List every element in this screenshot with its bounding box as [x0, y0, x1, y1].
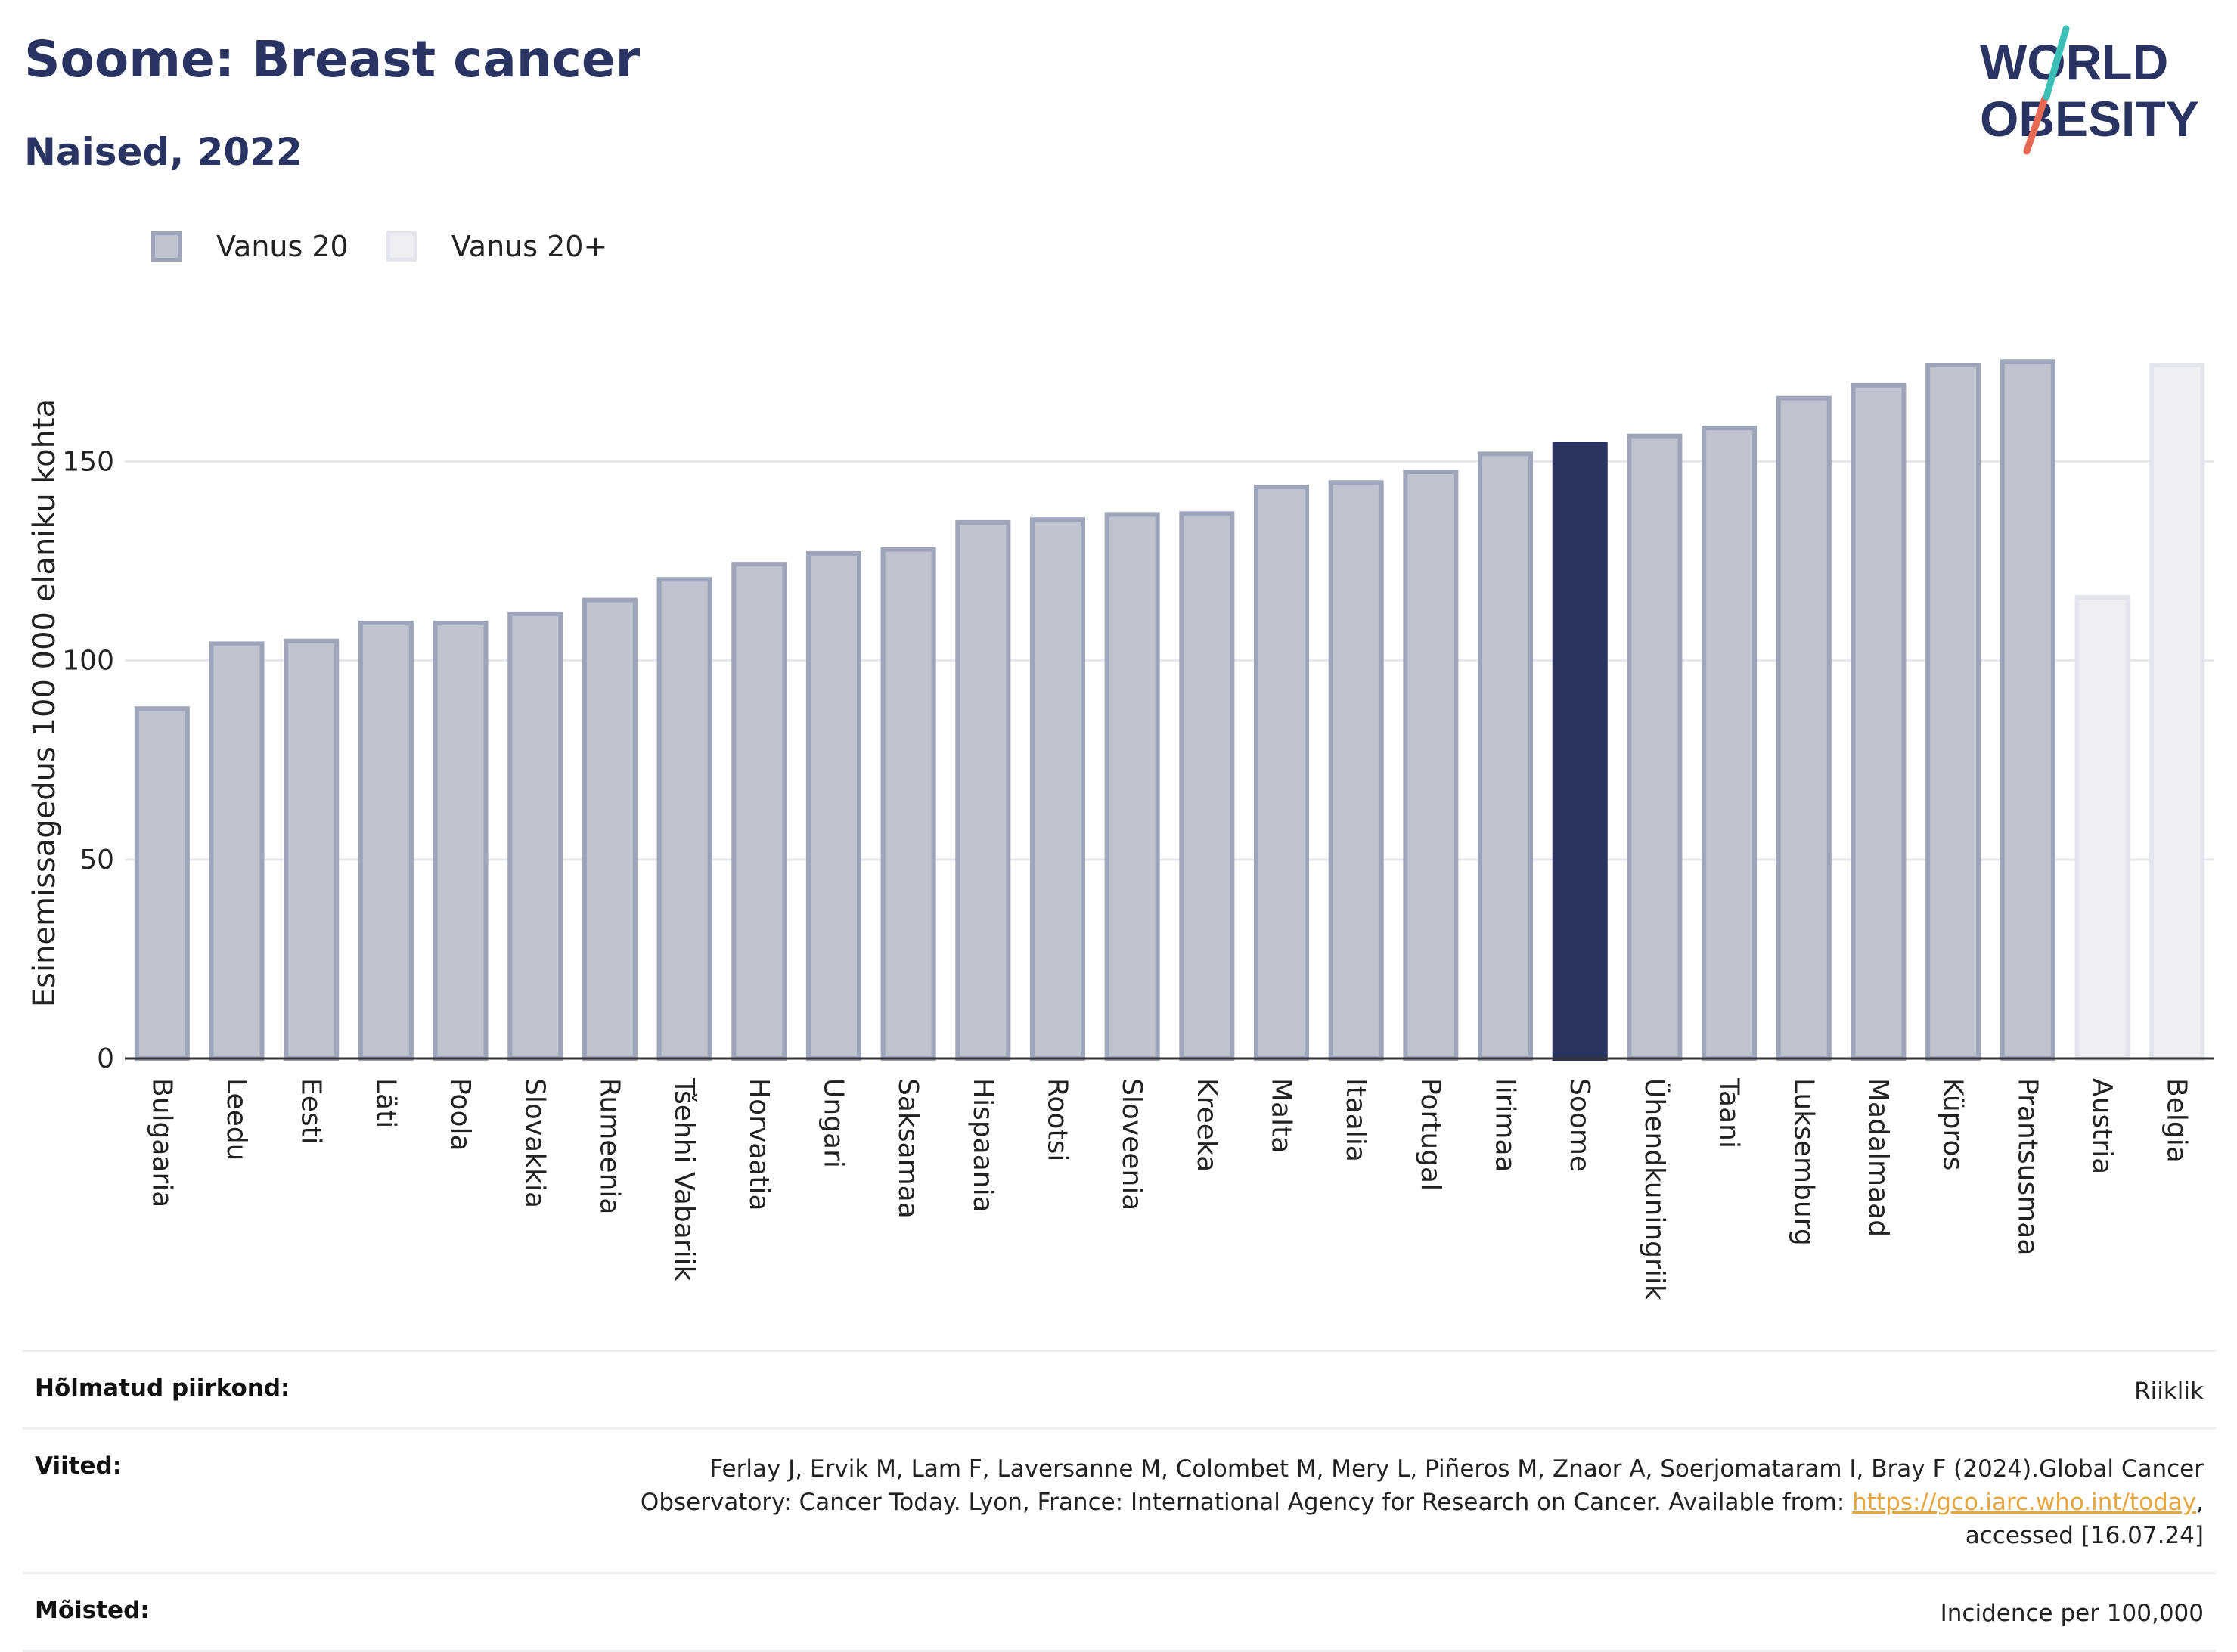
bar [1552, 442, 1608, 1061]
bar [1254, 485, 1310, 1061]
bar [358, 621, 414, 1061]
x-tick-label: Slovakkia [520, 1078, 551, 1208]
bar [805, 550, 861, 1061]
footer-value-coverage: Riiklik [2134, 1378, 2204, 1405]
bar [656, 577, 712, 1061]
x-tick-label: Ühendkuningriik [1639, 1078, 1671, 1300]
legend-label-vanus20plus: Vanus 20+ [451, 230, 608, 263]
bar [209, 641, 265, 1061]
x-tick-label: Poola [445, 1078, 476, 1151]
footer-table: Hõlmatud piirkond: Riiklik Viited: Ferla… [23, 1350, 2216, 1652]
x-tick-label: Sloveenia [1116, 1078, 1147, 1210]
x-tick-label: Ungari [818, 1078, 849, 1168]
x-tick-label: Austria [2087, 1078, 2118, 1174]
x-tick-label: Portugal [1415, 1078, 1446, 1191]
x-tick-label: Belgia [2161, 1078, 2192, 1163]
bar [1403, 470, 1459, 1061]
logo-line1: WORLD [1980, 34, 2168, 90]
x-tick-label: Malta [1266, 1078, 1297, 1153]
x-tick-label: Rootsi [1041, 1078, 1072, 1161]
chart-subtitle: Naised, 2022 [24, 130, 303, 174]
x-tick-label: Rumeenia [594, 1078, 625, 1214]
legend-item-vanus20plus[interactable]: Vanus 20+ [386, 230, 608, 263]
y-tick-label: 150 [62, 447, 114, 478]
bar [433, 621, 489, 1061]
legend-swatch-vanus20plus [386, 231, 417, 262]
y-tick-label: 0 [97, 1043, 114, 1074]
x-tick-label: Itaalia [1340, 1078, 1371, 1162]
bar [1104, 512, 1160, 1061]
footer-row-definitions: Mõisted: Incidence per 100,000 [23, 1572, 2216, 1652]
x-tick-label: Kreeka [1191, 1078, 1222, 1172]
y-tick-label: 100 [62, 646, 114, 677]
bar [1925, 363, 1981, 1061]
y-tick-label: 50 [79, 845, 114, 876]
x-tick-label: Eesti [296, 1078, 327, 1145]
bar [731, 562, 787, 1061]
footer-row-references: Viited: Ferlay J, Ervik M, Lam F, Lavers… [23, 1427, 2216, 1572]
bar [2074, 594, 2130, 1061]
legend-label-vanus20: Vanus 20 [216, 230, 349, 263]
x-tick-label: Horvaatia [743, 1078, 774, 1211]
x-tick-label: Luksemburg [1788, 1078, 1819, 1246]
x-tick-label: Tšehhi Vabariik [669, 1077, 700, 1282]
bar [955, 519, 1011, 1061]
x-tick-label: Saksamaa [892, 1078, 923, 1219]
bar [134, 706, 190, 1061]
world-obesity-logo: WORLD OBESITY [1980, 25, 2199, 155]
bar [1328, 480, 1384, 1061]
x-tick-label: Bulgaaria [146, 1078, 177, 1207]
x-tick-label: Prantsusmaa [2012, 1078, 2043, 1255]
y-axis-label: Esinemissagedus 100 000 elaniku kohta [27, 399, 62, 1007]
x-tick-label: Läti [370, 1078, 401, 1128]
logo-line2: OBESITY [1980, 91, 2199, 147]
x-tick-label: Hispaania [967, 1078, 998, 1213]
bar [507, 611, 563, 1061]
bar [2000, 359, 2055, 1061]
reference-text: Ferlay J, Ervik M, Lam F, Laversanne M, … [640, 1455, 2204, 1516]
legend-item-vanus20[interactable]: Vanus 20 [151, 230, 349, 263]
footer-row-coverage: Hõlmatud piirkond: Riiklik [23, 1350, 2216, 1427]
bar [1776, 395, 1832, 1061]
bar [1029, 517, 1085, 1061]
x-tick-label: Madalmaad [1863, 1078, 1894, 1237]
x-tick-label: Leedu [221, 1078, 252, 1161]
x-tick-label: Küpros [1938, 1078, 1969, 1170]
footer-value-definitions: Incidence per 100,000 [1940, 1600, 2204, 1627]
bar [582, 597, 638, 1061]
footer-key-definitions: Mõisted: [35, 1597, 150, 1624]
reference-link[interactable]: https://gco.iarc.who.int/today [1852, 1489, 2197, 1516]
reference-text-after: , accessed [16.07.24] [1965, 1489, 2204, 1549]
bar [1478, 451, 1534, 1061]
bar [2149, 363, 2205, 1061]
bar [1179, 511, 1235, 1061]
footer-key-references: Viited: [35, 1452, 123, 1480]
legend: Vanus 20 Vanus 20+ [151, 224, 645, 269]
x-tick-label: Taani [1714, 1077, 1745, 1148]
bar [284, 638, 340, 1061]
bar [1702, 426, 1758, 1061]
legend-swatch-vanus20 [151, 231, 182, 262]
x-tick-label: Iirimaa [1490, 1078, 1521, 1173]
footer-value-references: Ferlay J, Ervik M, Lam F, Laversanne M, … [555, 1452, 2204, 1552]
footer-key-coverage: Hõlmatud piirkond: [35, 1375, 290, 1402]
bar [1627, 433, 1683, 1061]
bar [1851, 383, 1907, 1061]
bar [880, 547, 936, 1061]
x-tick-label: Soome [1564, 1078, 1595, 1172]
chart-title: Soome: Breast cancer [24, 30, 641, 88]
